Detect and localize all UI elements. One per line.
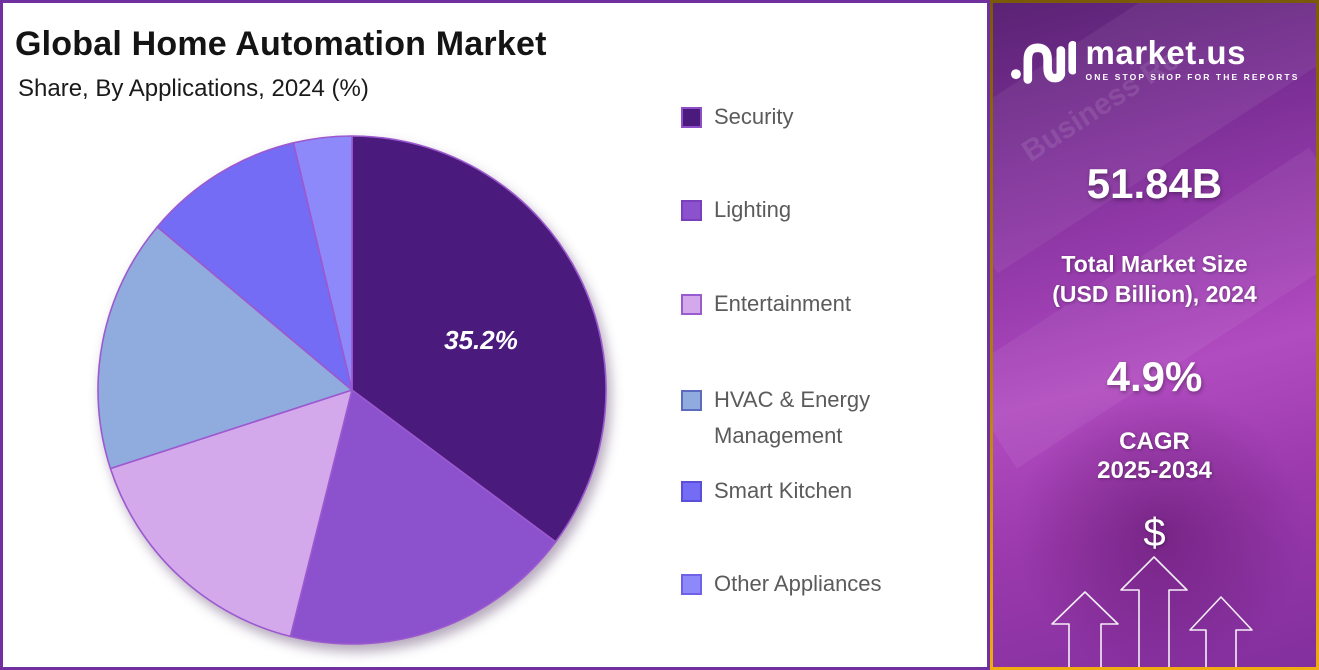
marketus-logo: market.us ONE STOP SHOP FOR THE REPORTS: [993, 33, 1316, 85]
marketus-logo-textblock: market.us ONE STOP SHOP FOR THE REPORTS: [1085, 34, 1300, 83]
legend-label: HVAC & Energy Management: [714, 387, 871, 448]
brand-panel-background: Business Re market.us ONE STOP SHOP FOR …: [993, 3, 1316, 667]
legend-swatch-entertainment: [681, 294, 702, 315]
cagr-label-line1: CAGR: [1119, 428, 1190, 455]
legend-swatch-other-appliances: [681, 574, 702, 595]
pie-slice-lighting: [289, 389, 557, 645]
legend-item-lighting: Lighting: [681, 192, 946, 228]
dollar-icon: $: [1143, 511, 1166, 555]
chart-panel: Global Home Automation Market Share, By …: [0, 0, 990, 670]
legend-item-security: Security: [681, 99, 946, 135]
marketus-logo-text: market.us: [1085, 34, 1246, 71]
brand-panel: Business Re market.us ONE STOP SHOP FOR …: [990, 0, 1319, 670]
legend-item-other-appliances: Other Appliances: [681, 566, 946, 602]
legend-swatch-lighting: [681, 200, 702, 221]
marketus-logo-tagline: ONE STOP SHOP FOR THE REPORTS: [1085, 72, 1300, 82]
market-size-label-line1: Total Market Size: [1061, 251, 1248, 277]
pie-slice-other-appliances: [292, 135, 353, 391]
legend-swatch-smart-kitchen: [681, 481, 702, 502]
market-size-label-line2: (USD Billion), 2024: [1052, 281, 1257, 307]
pie-slice-security: [351, 135, 607, 543]
growth-arrows-icon: [1051, 556, 1253, 667]
growth-arrow: [1189, 596, 1253, 667]
legend-swatch-security: [681, 107, 702, 128]
page-subtitle: Share, By Applications, 2024 (%): [18, 75, 369, 102]
chart-legend: Security Lighting Entertainment HVAC & Ener…: [681, 3, 981, 670]
legend-item-entertainment: Entertainment: [681, 286, 946, 322]
pie-chart: [97, 135, 607, 645]
pie-slice-smart-kitchen: [156, 142, 353, 391]
pie-slice-label: 35.2%: [444, 325, 518, 355]
cagr-label-line2: 2025-2034: [1097, 457, 1212, 484]
market-size-value: 51.84B: [1086, 160, 1223, 207]
page-title: Global Home Automation Market: [15, 25, 547, 63]
legend-label: Smart Kitchen: [714, 478, 853, 503]
pie-slice-hvac-energy-management: [97, 226, 353, 470]
legend-item-smart-kitchen: Smart Kitchen: [681, 473, 946, 509]
cagr-label: CAGR 2025-2034: [993, 427, 1316, 485]
legend-label: Lighting: [714, 197, 792, 222]
legend-label: Security: [714, 104, 794, 129]
legend-label: Other Appliances: [714, 571, 882, 596]
legend-item-hvac-energy-management: HVAC & Energy Management: [681, 382, 946, 454]
cagr-value: 4.9%: [1106, 353, 1203, 400]
legend-label: Entertainment: [714, 291, 851, 316]
growth-arrow: [1051, 591, 1119, 667]
growth-arrow: [1120, 556, 1188, 667]
marketus-logo-icon: [1010, 40, 1076, 84]
legend-swatch-hvac-energy-management: [681, 390, 702, 411]
market-size-label: Total Market Size (USD Billion), 2024: [993, 249, 1316, 309]
pie-slice-entertainment: [109, 389, 353, 638]
